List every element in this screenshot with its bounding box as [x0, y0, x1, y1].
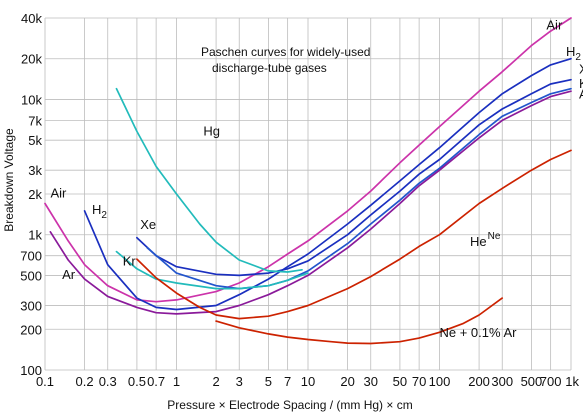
curve-ne-ar [215, 297, 504, 345]
curve-label: Hg [203, 124, 220, 139]
x-tick-label: 70 [412, 374, 426, 389]
y-axis-label: Breakdown Voltage [2, 128, 16, 232]
curve-label: Ar [579, 86, 583, 101]
y-tick-label: 700 [20, 249, 42, 264]
curve-h2 [83, 57, 572, 311]
x-tick-label: 0.3 [99, 374, 117, 389]
curve-label-h2-right-main: H [566, 44, 575, 59]
x-tick-label: 30 [364, 374, 378, 389]
curve-ne [136, 149, 572, 320]
curve-xe [136, 78, 572, 277]
curve-label: Kr [579, 76, 583, 91]
x-tick-label: 3 [236, 374, 243, 389]
curve-label: Ne + 0.1% Ar [440, 325, 518, 340]
chart-title-line-2: discharge-tube gases [212, 61, 327, 75]
curve-ar [49, 90, 572, 315]
curve-kr-low [115, 250, 309, 290]
curve-label-ne-super: Ne [488, 231, 501, 242]
curve-labels: AirXeKrArHgXeKrAirArNe + 0.1% Ar [50, 17, 583, 340]
x-tick-label: 1k [565, 374, 579, 389]
x-tick-label: 0.1 [36, 374, 54, 389]
x-tick-label: 700 [540, 374, 562, 389]
curve-label-h2-left-main: H [92, 202, 101, 217]
x-tick-label: 2 [212, 374, 219, 389]
y-tick-label: 200 [20, 322, 42, 337]
curve-hg [115, 87, 303, 273]
y-tick-label: 3k [28, 163, 42, 178]
x-tick-labels: 0.1 0.2 0.3 0.5 0.7 1 2 3 5 7 10 20 30 50 70 100 200 300 5… [36, 374, 580, 389]
x-tick-label: 10 [301, 374, 315, 389]
x-tick-label: 300 [491, 374, 513, 389]
y-tick-label: 1k [28, 228, 42, 243]
x-tick-label: 100 [429, 374, 451, 389]
grid-lines [44, 17, 572, 371]
x-tick-label: 5 [265, 374, 272, 389]
curve-label: Ar [62, 267, 76, 282]
curve-kr [146, 87, 572, 290]
curve-label-h2-left: H2 [92, 202, 107, 221]
y-tick-label: 100 [20, 363, 42, 378]
x-tick-label: 200 [468, 374, 490, 389]
x-tick-label: 1 [173, 374, 180, 389]
curve-label: Air [50, 186, 67, 201]
y-tick-label: 7k [28, 113, 42, 128]
x-tick-label: 0.5 [128, 374, 146, 389]
curve-label-h2-right: H2 [566, 44, 581, 63]
y-tick-label: 2k [28, 187, 42, 202]
x-tick-label: 20 [340, 374, 354, 389]
y-tick-labels: 100 200 300 500 700 1k 2k 3k 5k 7k 10k 20k 40k [20, 11, 42, 378]
curve-label-h2-left-sub: 2 [101, 210, 107, 221]
curve-label-h2-right-sub: 2 [575, 52, 581, 63]
x-tick-label: 50 [393, 374, 407, 389]
chart-title-line-1: Paschen curves for widely-used [201, 45, 370, 59]
curve-label: Kr [123, 254, 137, 269]
x-tick-label: 0.7 [147, 374, 165, 389]
y-tick-label: 5k [28, 133, 42, 148]
x-tick-label: 0.2 [76, 374, 94, 389]
curve-air [44, 17, 572, 303]
y-tick-label: 10k [21, 92, 42, 107]
curve-label-he-ne: HeNe [470, 231, 501, 249]
curve-label: Air [546, 17, 563, 32]
curve-group [44, 17, 572, 345]
x-tick-label: 7 [284, 374, 291, 389]
y-tick-label: 500 [20, 268, 42, 283]
x-axis-label: Pressure × Electrode Spacing / (mm Hg) ×… [167, 398, 412, 412]
curve-label: Xe [579, 62, 583, 77]
y-tick-label: 40k [21, 11, 42, 26]
x-tick-label: 500 [521, 374, 543, 389]
curve-label-he: He [470, 234, 487, 249]
y-tick-label: 300 [20, 298, 42, 313]
curve-label: Xe [140, 217, 156, 232]
y-tick-label: 20k [21, 52, 42, 67]
